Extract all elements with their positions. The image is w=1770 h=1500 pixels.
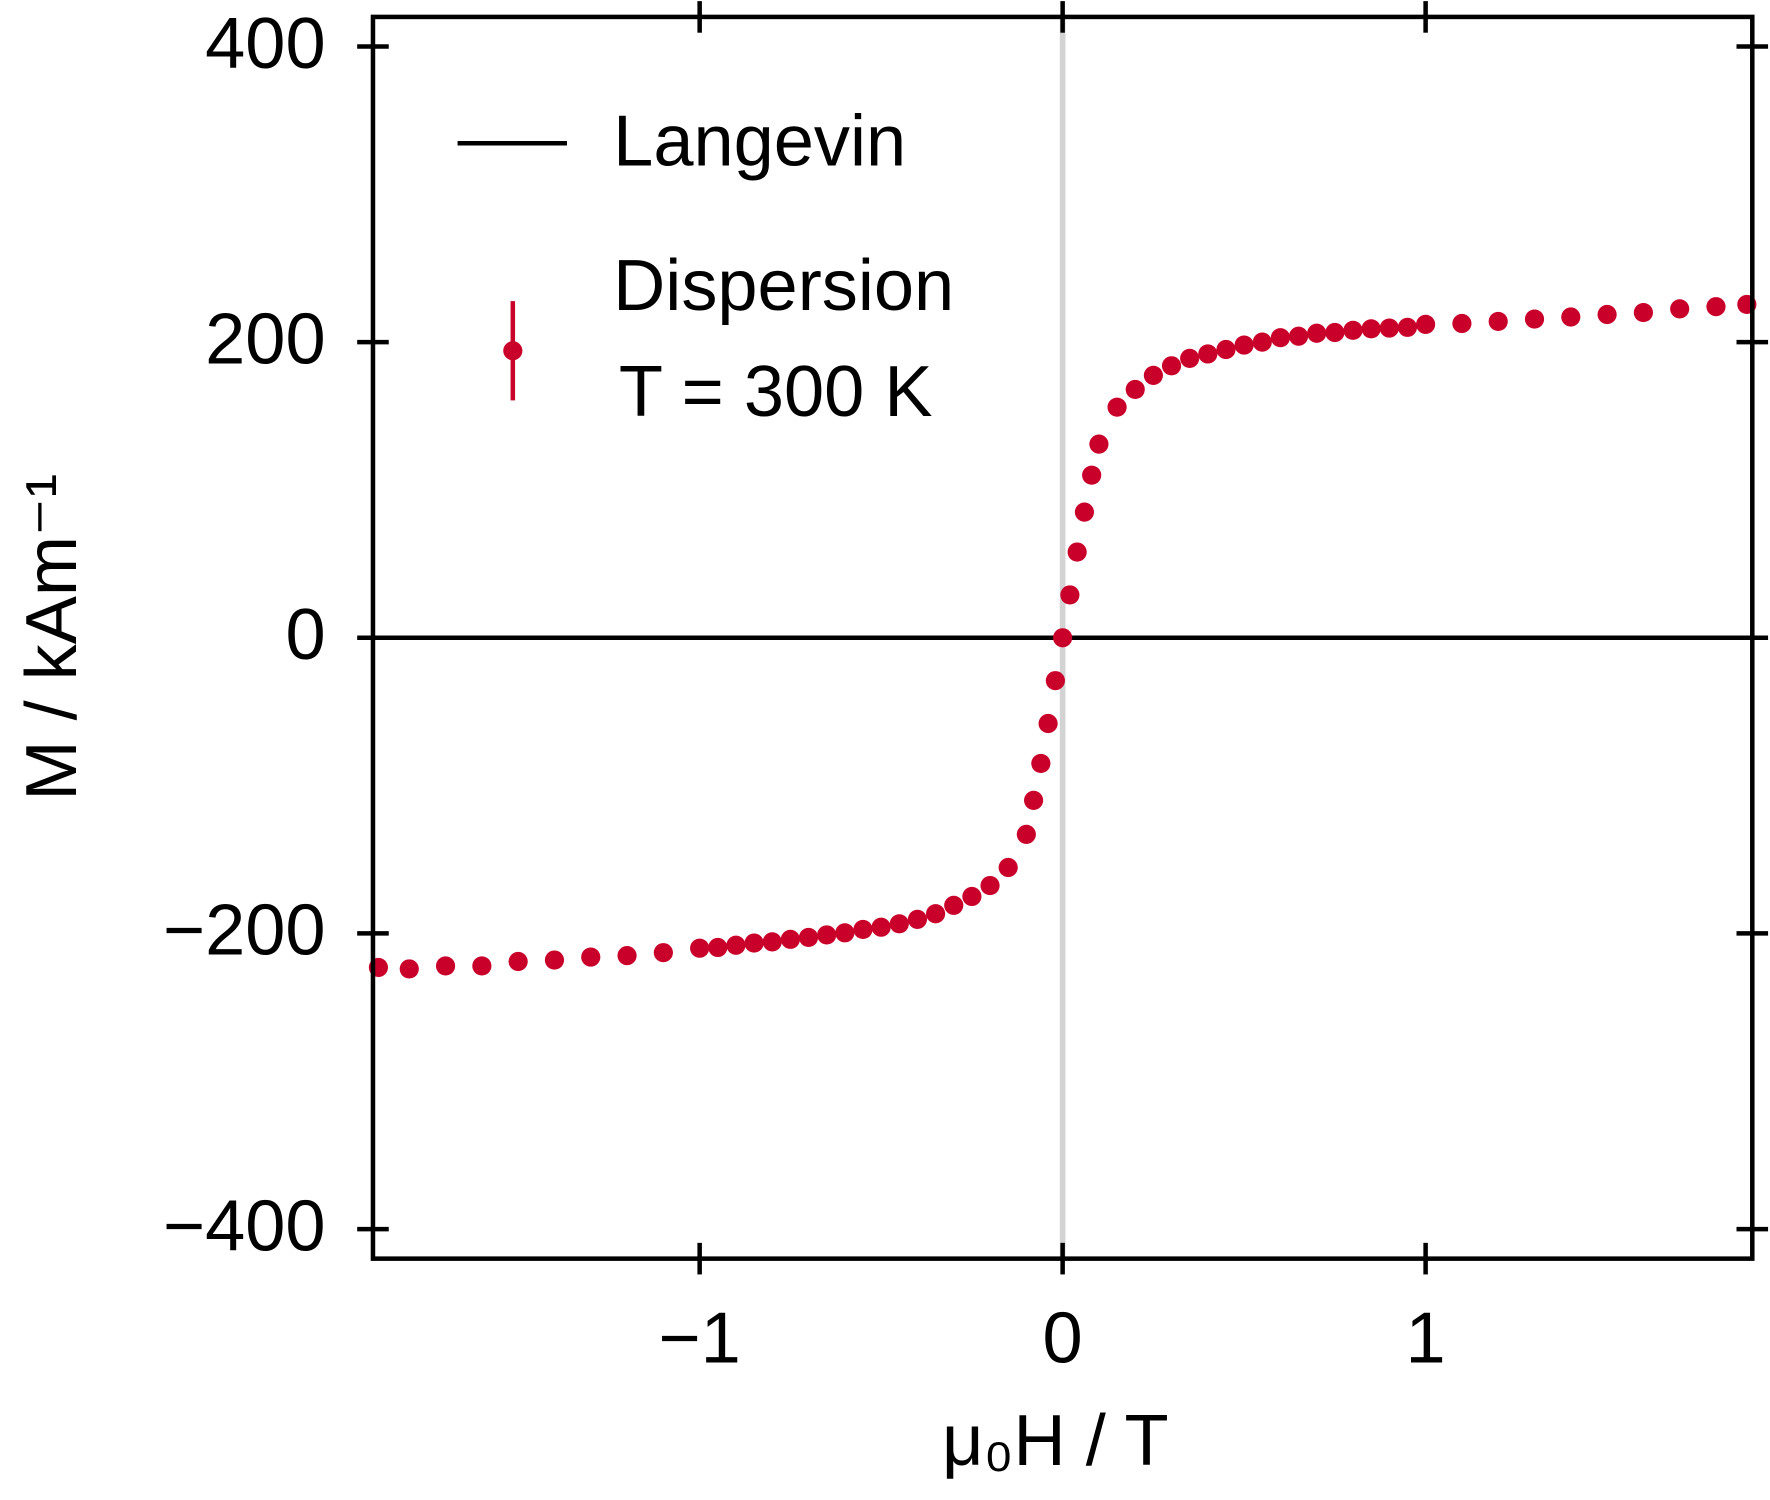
data-point [581, 947, 601, 967]
data-point [998, 857, 1018, 878]
data-point [617, 946, 637, 966]
data-point [962, 886, 982, 907]
x-axis-label: μ₀H / T [942, 1401, 1169, 1481]
data-point [1416, 314, 1436, 334]
data-point [1633, 302, 1653, 323]
data-point [1706, 297, 1726, 317]
data-point [798, 927, 819, 948]
y-tick-label: −200 [163, 891, 326, 971]
data-point [726, 935, 746, 955]
data-point [817, 925, 837, 945]
data-point [853, 919, 873, 940]
data-point [1045, 671, 1065, 691]
data-point [1597, 304, 1617, 325]
data-point [907, 909, 928, 929]
data-point [1038, 713, 1058, 734]
data-point [1379, 318, 1399, 338]
data-point [472, 956, 492, 976]
data-point [1198, 344, 1218, 364]
data-point [690, 938, 710, 958]
data-point [1325, 322, 1345, 343]
data-point [1361, 319, 1381, 339]
data-point [1161, 356, 1182, 376]
data-point [1524, 309, 1545, 329]
data-point [1670, 299, 1690, 319]
data-point [780, 929, 800, 949]
data-point [1270, 328, 1291, 348]
data-point [399, 959, 419, 979]
data-point [1307, 323, 1327, 343]
data-point [1067, 542, 1087, 562]
data-point [889, 914, 909, 934]
data-point [653, 943, 673, 963]
data-point [544, 950, 565, 970]
y-tick-label: 200 [205, 299, 325, 379]
data-point [1074, 502, 1094, 522]
data-point [744, 933, 764, 953]
y-tick-label: 400 [205, 4, 325, 84]
data-point [1216, 339, 1236, 360]
y-axis-label: M / kAm⁻¹ [12, 474, 92, 801]
data-point [1143, 365, 1163, 385]
data-point [1452, 313, 1472, 334]
y-tick-label: 0 [285, 595, 325, 675]
data-point [1343, 320, 1363, 340]
data-point [871, 917, 891, 937]
data-point [1252, 332, 1272, 352]
data-point [1125, 379, 1145, 400]
data-point [1031, 753, 1051, 774]
y-tick-label: −400 [163, 1186, 326, 1266]
legend-note: T = 300 K [619, 352, 933, 432]
data-point [762, 932, 782, 952]
data-point [1016, 824, 1036, 844]
data-point [835, 923, 855, 943]
data-point [1180, 348, 1200, 368]
legend-marker [503, 341, 523, 361]
data-point [1060, 585, 1080, 605]
data-point [944, 895, 964, 915]
data-point [1053, 628, 1073, 648]
data-point [1107, 397, 1127, 417]
data-point [708, 937, 728, 958]
legend-label: Langevin [613, 102, 906, 182]
data-point [508, 951, 528, 972]
data-point [1089, 434, 1109, 454]
data-point [1234, 335, 1254, 355]
data-point [1397, 317, 1418, 337]
legend-label: Dispersion [613, 246, 954, 326]
data-point [1288, 326, 1309, 346]
data-point [435, 956, 456, 976]
data-point [1488, 311, 1508, 332]
data-point [926, 904, 946, 924]
data-point [1024, 790, 1044, 810]
x-tick-label: 1 [1406, 1298, 1446, 1378]
x-tick-label: −1 [659, 1298, 741, 1378]
data-point [1082, 465, 1102, 485]
data-point [1561, 307, 1581, 327]
data-point [980, 875, 1000, 896]
x-tick-label: 0 [1043, 1298, 1083, 1378]
